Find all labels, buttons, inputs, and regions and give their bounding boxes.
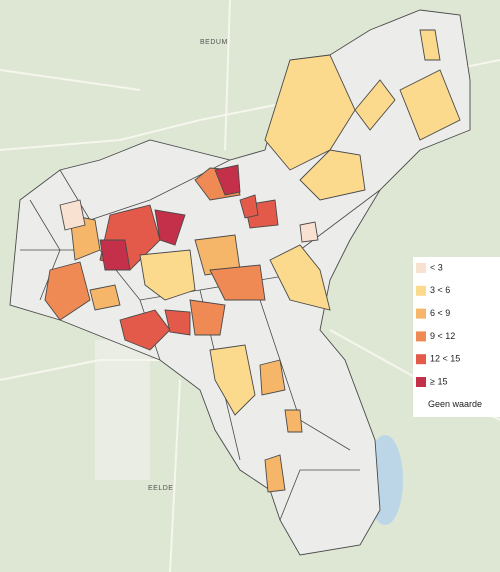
legend-label: 6 < 9 <box>430 308 450 318</box>
legend-background <box>413 257 500 417</box>
legend-label: Geen waarde <box>428 399 482 409</box>
legend-swatch <box>416 377 426 387</box>
legend-swatch <box>416 308 426 319</box>
districts <box>44 29 461 493</box>
legend-label: < 3 <box>430 262 443 272</box>
legend-label: 3 < 6 <box>430 285 450 295</box>
place-label: BEDUM <box>200 39 228 46</box>
legend-label: ≥ 15 <box>430 376 447 386</box>
legend-swatch <box>416 285 426 296</box>
place-label: EELDE <box>148 485 173 492</box>
legend-label: 9 < 12 <box>430 331 455 341</box>
legend-swatch <box>416 354 426 365</box>
legend: < 3 3 < 6 6 < 9 9 < 12 12 < 15 ≥ 15 Geen waard… <box>413 257 500 417</box>
legend-swatch <box>416 331 426 342</box>
legend-label: 12 < 15 <box>430 354 460 364</box>
legend-swatch <box>416 263 426 273</box>
field <box>95 340 150 480</box>
